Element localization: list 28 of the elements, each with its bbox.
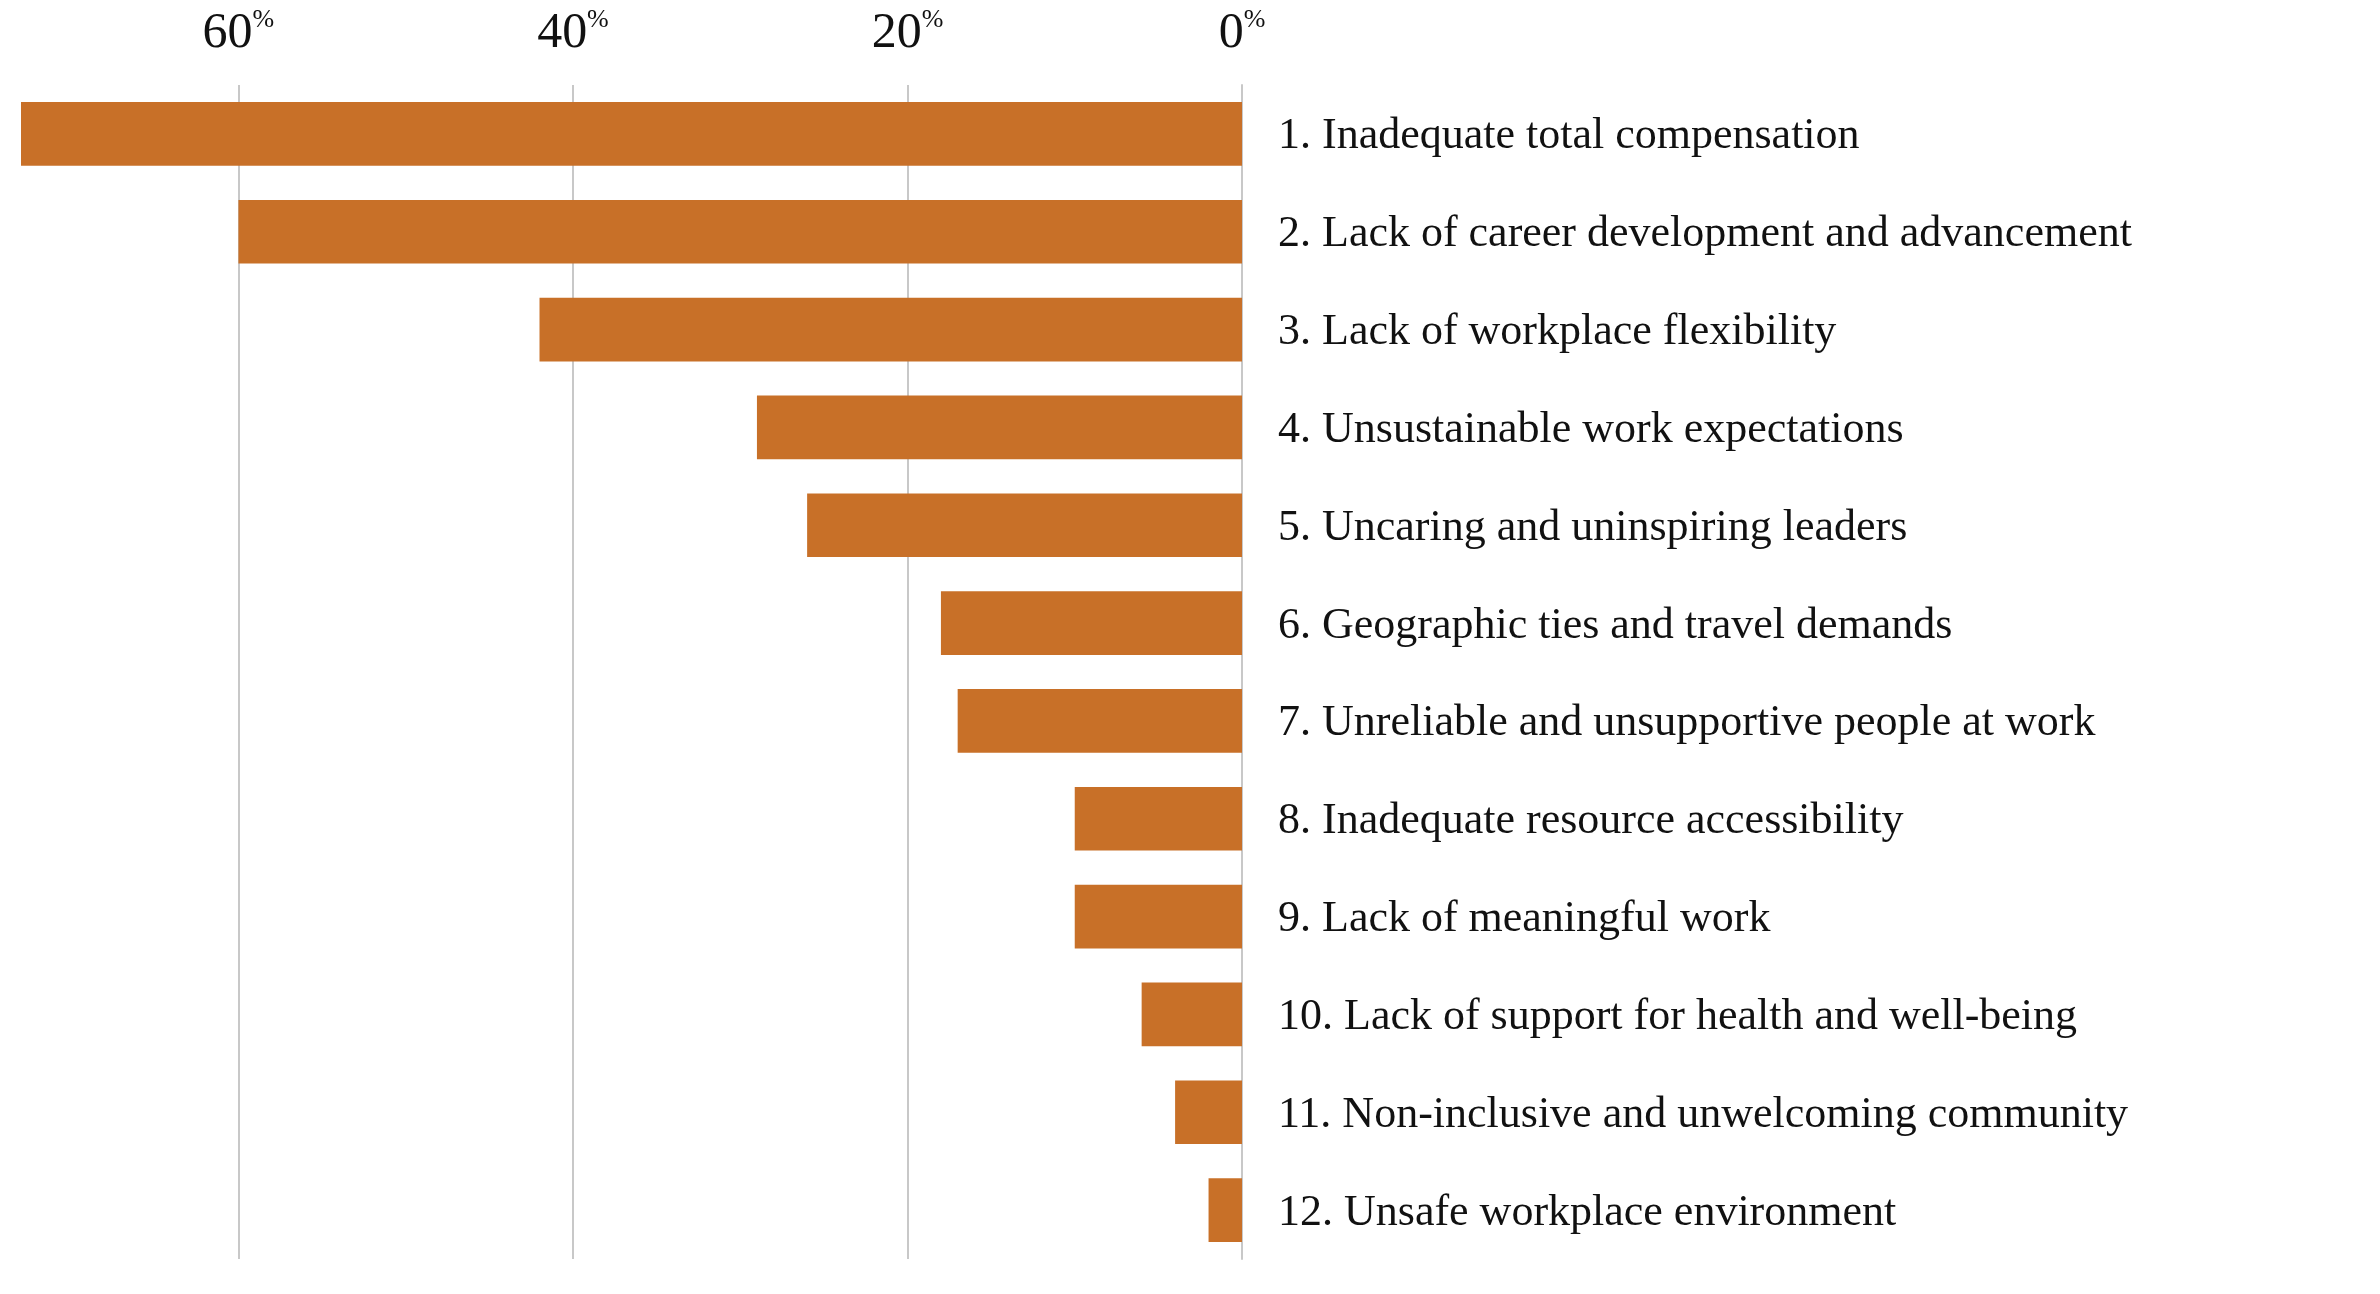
y-tick-label: 6. Geographic ties and travel demands [1278,598,1953,648]
bar [807,493,1242,558]
bar [1141,982,1242,1047]
bar [1208,1178,1242,1242]
y-tick-label: 11. Non-inclusive and unwelcoming community [1278,1087,2129,1137]
bar [238,199,1242,264]
bar [957,689,1242,753]
y-tick-label: 2. Lack of career development and advancement [1278,207,2132,257]
bar [756,395,1242,460]
bar [940,591,1242,655]
y-tick-label: 4. Unsustainable work expectations [1278,402,1904,452]
x-tick-label: 20% [871,2,944,58]
bar [539,297,1242,362]
x-tick-label: 40% [537,2,609,58]
y-tick-label: 12. Unsafe workplace environment [1278,1185,1897,1235]
y-tick-label: 9. Lack of meaningful work [1278,892,1771,942]
y-tick-label: 5. Uncaring and uninspiring leaders [1278,500,1908,550]
x-tick-label: 0% [1218,2,1266,58]
y-tick-label: 1. Inadequate total compensation [1278,109,1860,159]
y-tick-label: 3. Lack of workplace flexibility [1278,305,1837,355]
y-tick-label: 7. Unreliable and unsupportive people at work [1278,696,2096,746]
y-tick-label: 8. Inadequate resource accessibility [1278,794,1904,844]
bar [1074,884,1242,949]
bar [1074,786,1242,851]
y-tick-label: 10. Lack of support for health and well-being [1278,989,2078,1039]
x-tick-label: 60% [202,2,275,58]
bar [1175,1080,1242,1145]
bar [21,102,1242,166]
